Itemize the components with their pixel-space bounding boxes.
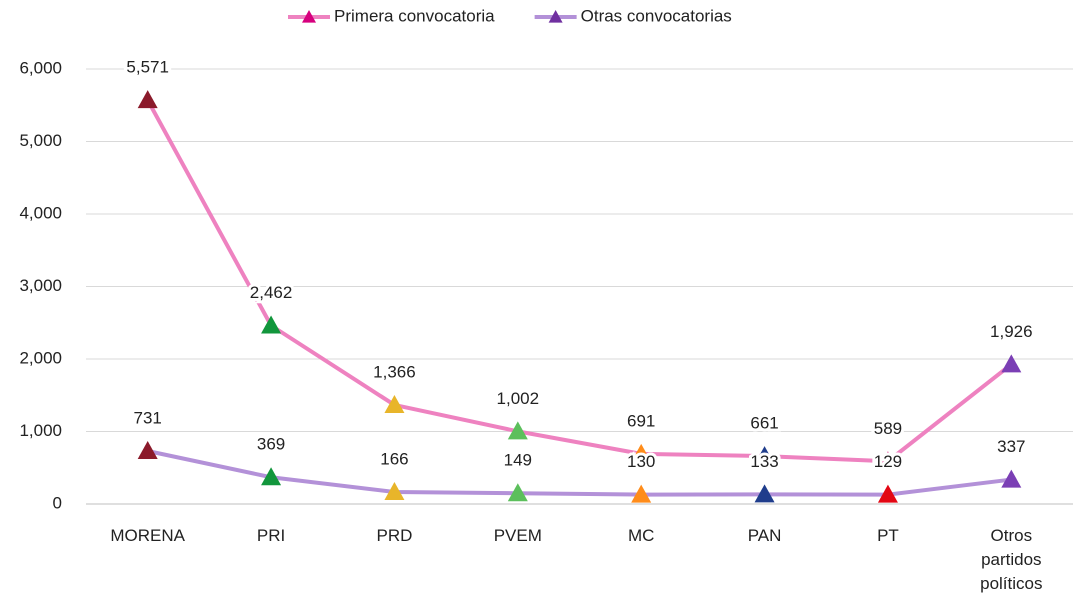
x-tick-label: Otros partidos políticos [980, 526, 1043, 593]
y-tick-label: 3,000 [19, 276, 62, 295]
point-marker [631, 484, 652, 503]
x-tick-label: PT [877, 526, 899, 545]
data-label: 129 [874, 452, 902, 471]
x-tick-label: PRD [376, 526, 413, 545]
y-tick-label: 1,000 [19, 421, 62, 440]
data-label: 1,366 [373, 362, 416, 381]
point-marker [137, 90, 158, 109]
point-marker [507, 483, 528, 502]
y-tick-label: 4,000 [19, 203, 62, 222]
data-label: 691 [627, 411, 655, 430]
data-label: 337 [997, 437, 1025, 456]
legend-label: Primera convocatoria [334, 6, 495, 25]
y-tick-label: 0 [53, 493, 62, 512]
point-marker [877, 451, 898, 470]
point-marker [137, 441, 158, 460]
point-marker [261, 315, 282, 334]
data-label: 2,462 [250, 283, 293, 302]
point-marker [754, 484, 775, 503]
data-label: 369 [257, 435, 285, 454]
data-label: 731 [134, 408, 162, 427]
point-marker [1001, 354, 1022, 373]
data-label: 1,002 [497, 389, 540, 408]
point-marker [754, 446, 775, 465]
data-label: 166 [380, 449, 408, 468]
data-label: 589 [874, 419, 902, 438]
point-marker [631, 443, 652, 462]
legend-label: Otras convocatorias [581, 6, 732, 25]
series-line [147, 449, 1012, 497]
data-label: 133 [750, 452, 778, 471]
point-marker [384, 481, 405, 500]
point-marker [877, 484, 898, 503]
legend-marker [548, 10, 563, 23]
x-tick-label: PVEM [493, 526, 542, 545]
y-tick-label: 6,000 [19, 58, 62, 77]
y-tick-label: 5,000 [19, 131, 62, 150]
x-tick-label: MC [627, 526, 655, 545]
x-tick-label: MORENA [110, 526, 185, 545]
data-label: 5,571 [126, 58, 169, 77]
legend-marker [302, 10, 316, 23]
data-label: 1,926 [990, 322, 1033, 341]
x-tick-label: PRI [256, 526, 286, 545]
data-label: 661 [750, 414, 778, 433]
data-label: 130 [627, 452, 655, 471]
point-marker [1001, 469, 1022, 488]
point-marker [261, 467, 282, 486]
y-tick-label: 2,000 [19, 348, 62, 367]
series-line [145, 99, 1013, 464]
point-marker [384, 394, 405, 413]
data-label: 149 [504, 451, 532, 470]
x-tick-label: PAN [747, 526, 782, 545]
point-marker [507, 421, 528, 440]
